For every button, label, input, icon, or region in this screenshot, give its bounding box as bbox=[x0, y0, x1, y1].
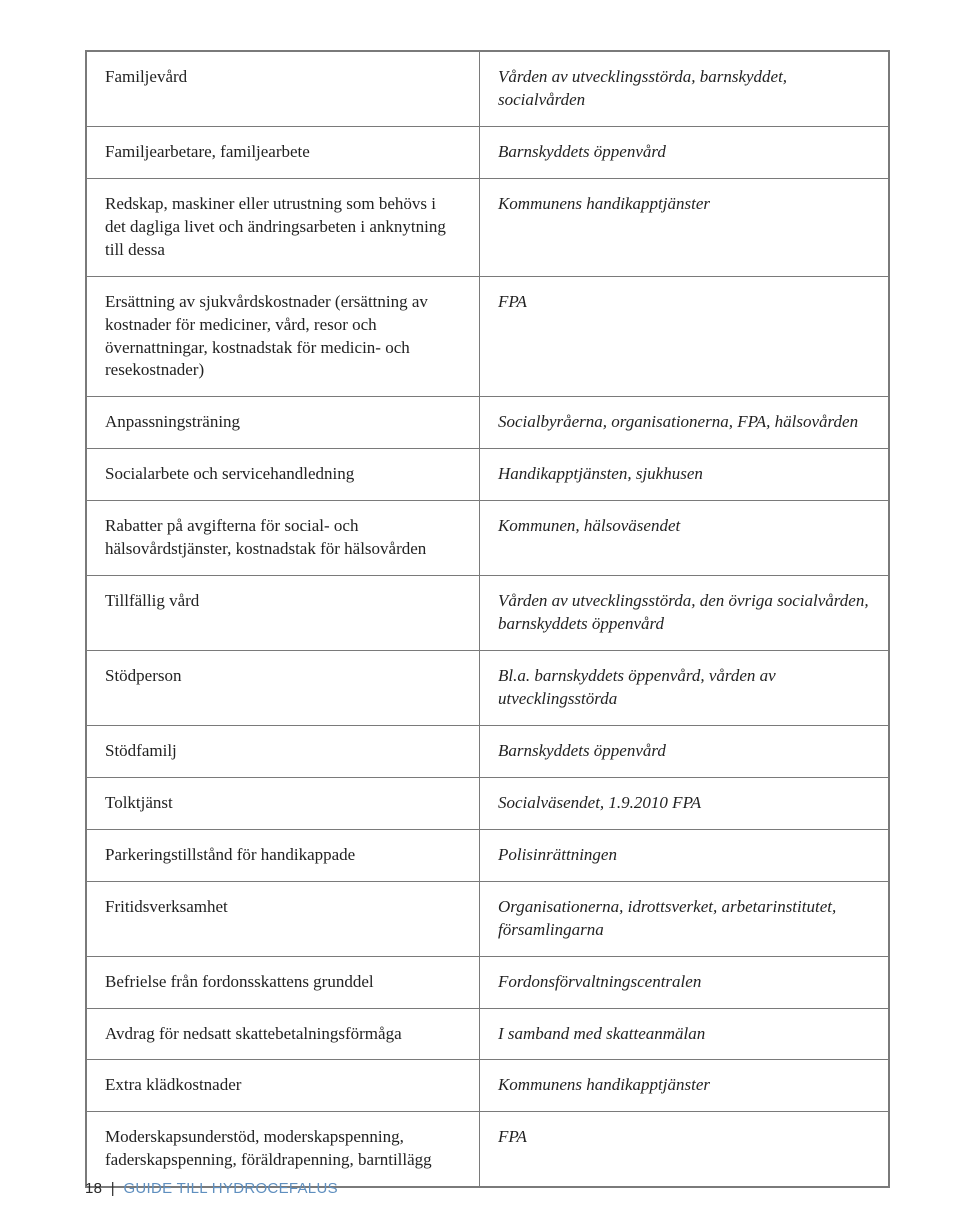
provider-cell: Vården av utvecklingsstörda, den övriga … bbox=[479, 576, 888, 651]
provider-cell: Barnskyddets öppenvård bbox=[479, 725, 888, 777]
provider-cell: Handikapptjänsten, sjukhusen bbox=[479, 449, 888, 501]
service-name-cell: Stödfamilj bbox=[87, 725, 480, 777]
service-name-cell: Tillfällig vård bbox=[87, 576, 480, 651]
service-name-cell: Befrielse från fordonsskattens grunddel bbox=[87, 956, 480, 1008]
table-row: Extra klädkostnaderKommunens handikapptj… bbox=[87, 1060, 889, 1112]
provider-cell: Polisinrättningen bbox=[479, 829, 888, 881]
service-name-cell: Stödperson bbox=[87, 651, 480, 726]
provider-cell: Kommunen, hälsoväsendet bbox=[479, 501, 888, 576]
service-name-cell: Rabatter på avgifterna för social- och h… bbox=[87, 501, 480, 576]
table-row: StödpersonBl.a. barnskyddets öppenvård, … bbox=[87, 651, 889, 726]
service-name-cell: Tolktjänst bbox=[87, 777, 480, 829]
provider-cell: Organisationerna, idrottsverket, arbetar… bbox=[479, 881, 888, 956]
table-row: Familjearbetare, familjearbeteBarnskydde… bbox=[87, 126, 889, 178]
service-name-cell: Familjevård bbox=[87, 52, 480, 127]
table-row: Rabatter på avgifterna för social- och h… bbox=[87, 501, 889, 576]
service-name-cell: Fritidsverksamhet bbox=[87, 881, 480, 956]
provider-cell: Bl.a. barnskyddets öppenvård, vården av … bbox=[479, 651, 888, 726]
table-row: Parkeringstillstånd för handikappadePoli… bbox=[87, 829, 889, 881]
table-row: Ersättning av sjukvårdskostnader (ersätt… bbox=[87, 276, 889, 397]
table-body: FamiljevårdVården av utvecklingsstörda, … bbox=[87, 52, 889, 1187]
document-page: FamiljevårdVården av utvecklingsstörda, … bbox=[0, 0, 960, 1231]
provider-cell: Vården av utvecklingsstörda, barnskyddet… bbox=[479, 52, 888, 127]
table-row: Moderskapsunderstöd, moderskapspenning, … bbox=[87, 1112, 889, 1187]
service-name-cell: Redskap, maskiner eller utrustning som b… bbox=[87, 178, 480, 276]
service-name-cell: Extra klädkostnader bbox=[87, 1060, 480, 1112]
page-number: 18 bbox=[85, 1180, 102, 1197]
provider-cell: FPA bbox=[479, 276, 888, 397]
footer-separator: | bbox=[111, 1180, 115, 1197]
table-container: FamiljevårdVården av utvecklingsstörda, … bbox=[85, 50, 890, 1188]
table-row: StödfamiljBarnskyddets öppenvård bbox=[87, 725, 889, 777]
provider-cell: Kommunens handikapptjänster bbox=[479, 178, 888, 276]
table-row: FamiljevårdVården av utvecklingsstörda, … bbox=[87, 52, 889, 127]
service-name-cell: Parkeringstillstånd för handikappade bbox=[87, 829, 480, 881]
provider-cell: Socialbyråerna, organisationerna, FPA, h… bbox=[479, 397, 888, 449]
service-name-cell: Familjearbetare, familjearbete bbox=[87, 126, 480, 178]
table-row: FritidsverksamhetOrganisationerna, idrot… bbox=[87, 881, 889, 956]
service-name-cell: Ersättning av sjukvårdskostnader (ersätt… bbox=[87, 276, 480, 397]
table-row: Befrielse från fordonsskattens grunddelF… bbox=[87, 956, 889, 1008]
table-row: Tillfällig vårdVården av utvecklingsstör… bbox=[87, 576, 889, 651]
table-row: Redskap, maskiner eller utrustning som b… bbox=[87, 178, 889, 276]
provider-cell: I samband med skatteanmälan bbox=[479, 1008, 888, 1060]
service-name-cell: Avdrag för nedsatt skattebetalningsförmå… bbox=[87, 1008, 480, 1060]
table-row: TolktjänstSocialväsendet, 1.9.2010 FPA bbox=[87, 777, 889, 829]
provider-cell: Fordonsförvaltningscentralen bbox=[479, 956, 888, 1008]
service-name-cell: Moderskapsunderstöd, moderskapspenning, … bbox=[87, 1112, 480, 1187]
footer-title: GUIDE TILL HYDROCEFALUS bbox=[123, 1180, 337, 1197]
table-row: AnpassningsträningSocialbyråerna, organi… bbox=[87, 397, 889, 449]
service-name-cell: Anpassningsträning bbox=[87, 397, 480, 449]
provider-cell: Kommunens handikapptjänster bbox=[479, 1060, 888, 1112]
provider-cell: Socialväsendet, 1.9.2010 FPA bbox=[479, 777, 888, 829]
provider-cell: FPA bbox=[479, 1112, 888, 1187]
table-row: Socialarbete och servicehandledningHandi… bbox=[87, 449, 889, 501]
page-footer: 18 | GUIDE TILL HYDROCEFALUS bbox=[85, 1180, 338, 1197]
table-row: Avdrag för nedsatt skattebetalningsförmå… bbox=[87, 1008, 889, 1060]
service-name-cell: Socialarbete och servicehandledning bbox=[87, 449, 480, 501]
provider-cell: Barnskyddets öppenvård bbox=[479, 126, 888, 178]
services-table: FamiljevårdVården av utvecklingsstörda, … bbox=[86, 51, 889, 1187]
